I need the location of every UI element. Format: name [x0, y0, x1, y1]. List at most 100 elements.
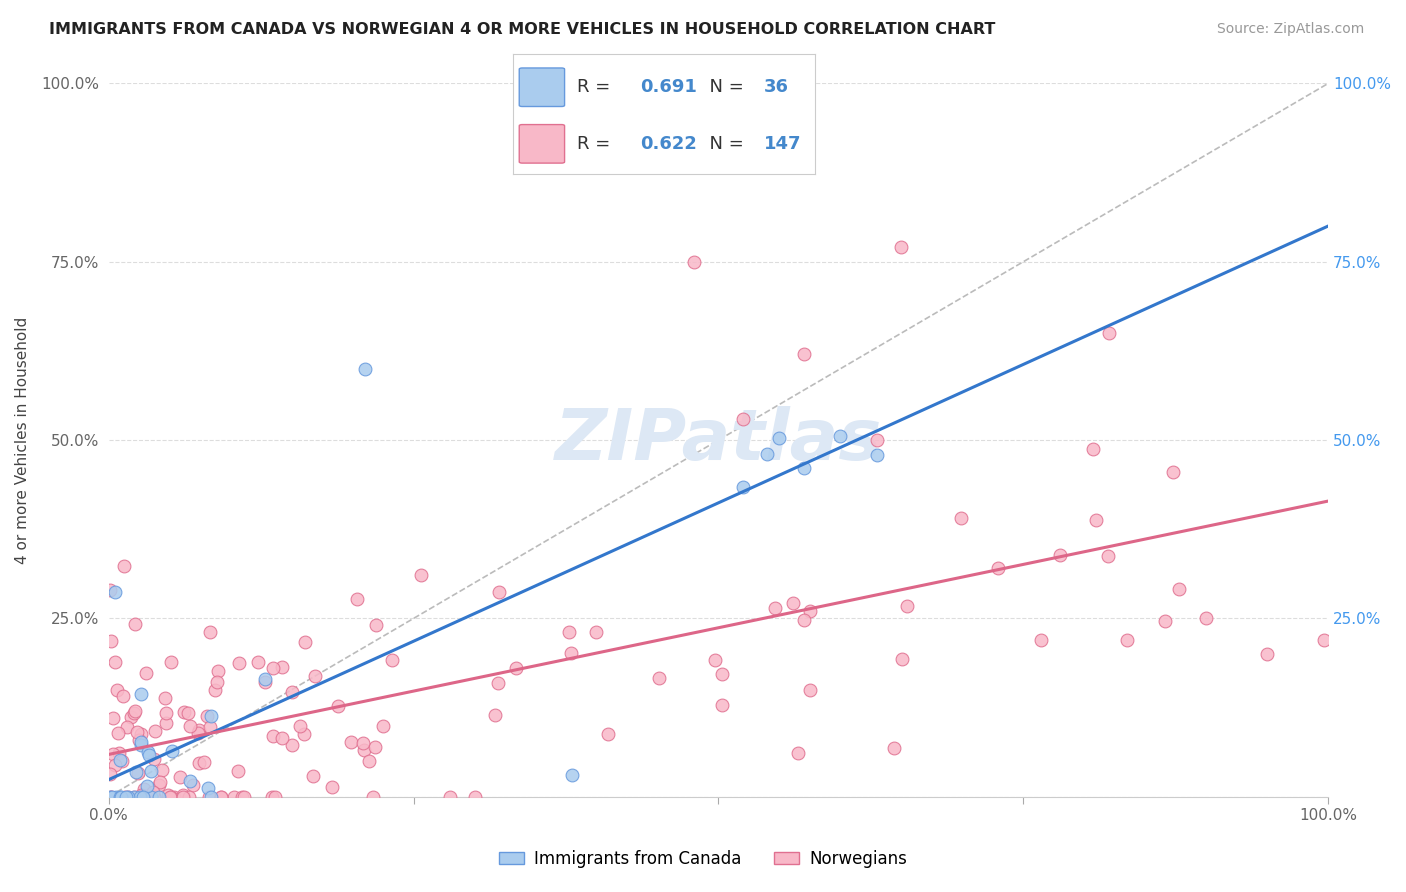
- Point: [232, 789, 254, 804]
- Point: [464, 789, 486, 804]
- Point: [129, 727, 152, 741]
- Point: [280, 685, 302, 699]
- Point: [222, 789, 245, 804]
- Point: [188, 756, 211, 771]
- Legend: Immigrants from Canada, Norwegians: Immigrants from Canada, Norwegians: [492, 844, 914, 875]
- Point: [197, 789, 219, 804]
- Point: [187, 726, 209, 740]
- Point: [756, 447, 779, 461]
- Point: [112, 689, 135, 703]
- Point: [1153, 614, 1175, 628]
- Point: [148, 789, 170, 804]
- Point: [209, 789, 232, 804]
- Point: [122, 706, 145, 720]
- Point: [1081, 442, 1104, 456]
- Point: [155, 706, 177, 720]
- Point: [143, 752, 166, 766]
- Point: [321, 780, 343, 794]
- Point: [799, 683, 821, 698]
- Point: [731, 411, 754, 425]
- Point: [98, 789, 121, 804]
- Point: [136, 779, 159, 793]
- Text: N =: N =: [697, 78, 749, 96]
- Point: [866, 448, 889, 462]
- Point: [98, 582, 121, 597]
- Point: [143, 723, 166, 738]
- Point: [302, 769, 325, 783]
- Point: [768, 431, 790, 445]
- Point: [135, 666, 157, 681]
- Point: [683, 254, 706, 268]
- Point: [763, 600, 786, 615]
- Point: [1116, 632, 1139, 647]
- Point: [1161, 466, 1184, 480]
- Point: [153, 690, 176, 705]
- Text: 0.622: 0.622: [640, 135, 697, 153]
- Point: [1049, 548, 1071, 562]
- Point: [354, 361, 377, 376]
- Point: [371, 719, 394, 733]
- Point: [120, 710, 142, 724]
- Point: [181, 779, 204, 793]
- Point: [139, 789, 162, 804]
- Point: [950, 511, 973, 525]
- Point: [409, 567, 432, 582]
- Point: [439, 789, 461, 804]
- Point: [104, 789, 127, 804]
- Point: [135, 789, 157, 804]
- Point: [124, 617, 146, 632]
- FancyBboxPatch shape: [519, 68, 565, 106]
- Point: [488, 585, 510, 599]
- Point: [117, 789, 139, 804]
- Point: [247, 655, 270, 669]
- Point: [505, 660, 527, 674]
- Point: [103, 711, 125, 725]
- Point: [1312, 633, 1334, 648]
- Point: [138, 747, 160, 762]
- Point: [353, 742, 375, 756]
- Y-axis label: 4 or more Vehicles in Household: 4 or more Vehicles in Household: [15, 317, 30, 564]
- Point: [304, 669, 326, 683]
- Point: [352, 736, 374, 750]
- Point: [129, 738, 152, 752]
- Point: [262, 729, 284, 743]
- Point: [560, 646, 582, 660]
- Point: [136, 745, 159, 759]
- Point: [132, 789, 155, 804]
- Point: [124, 789, 146, 804]
- Point: [361, 789, 384, 804]
- Point: [561, 768, 583, 782]
- Point: [107, 726, 129, 740]
- Point: [793, 347, 815, 361]
- Point: [585, 625, 607, 640]
- Point: [100, 634, 122, 648]
- Point: [179, 789, 201, 804]
- Point: [198, 720, 221, 734]
- Point: [122, 789, 145, 804]
- Point: [731, 480, 754, 494]
- Point: [381, 653, 404, 667]
- Point: [198, 624, 221, 639]
- Point: [104, 585, 127, 599]
- Point: [253, 675, 276, 690]
- Point: [1195, 611, 1218, 625]
- Point: [101, 747, 124, 761]
- Point: [156, 788, 179, 802]
- Point: [207, 664, 229, 678]
- Point: [987, 560, 1010, 574]
- Point: [228, 656, 250, 670]
- Point: [1256, 647, 1278, 661]
- Point: [132, 781, 155, 796]
- Point: [110, 753, 132, 767]
- Point: [143, 789, 166, 804]
- Point: [710, 698, 733, 713]
- Point: [288, 719, 311, 733]
- Point: [101, 789, 124, 804]
- Point: [179, 774, 201, 789]
- Point: [117, 789, 139, 804]
- Point: [896, 599, 918, 613]
- Point: [558, 624, 581, 639]
- Point: [226, 764, 249, 778]
- Point: [281, 738, 304, 752]
- Point: [830, 429, 852, 443]
